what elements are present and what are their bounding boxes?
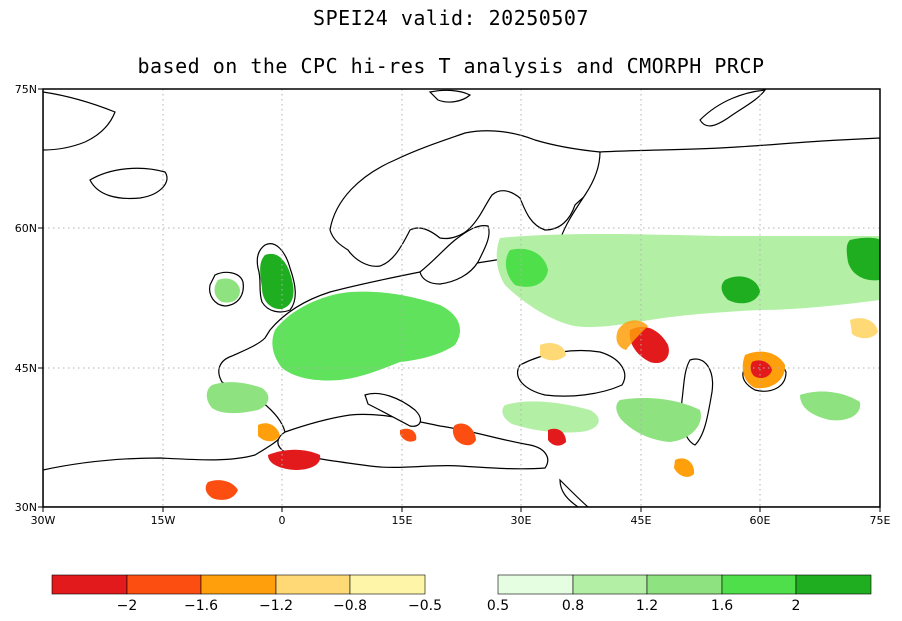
dry-north-africa <box>268 449 321 470</box>
lon-label-15w: 15W <box>151 514 176 527</box>
colorbar-label: 0.8 <box>561 598 585 614</box>
wet-britain <box>260 253 294 310</box>
black-sea <box>517 349 626 397</box>
colorbar-swatch-wet-1 <box>497 574 574 595</box>
colorbar-label: −0.5 <box>408 598 442 614</box>
wet-caucasus <box>616 398 701 442</box>
wet-iberia-north <box>206 382 269 414</box>
dry-iran <box>674 458 695 477</box>
colorbar <box>51 574 872 595</box>
wet-urals <box>721 276 760 304</box>
colorbar-label: 0.5 <box>486 598 510 614</box>
wet-central-asia <box>800 391 861 421</box>
dry-sicily <box>400 428 417 442</box>
dry-turkey-east <box>548 428 566 446</box>
lon-label-15e: 15E <box>392 514 413 527</box>
lat-label-60n: 60N <box>15 222 37 235</box>
lon-label-75e: 75E <box>870 514 891 527</box>
tick-marks <box>38 88 881 512</box>
colorbar-label: −1.6 <box>184 598 218 614</box>
colorbar-swatch-dry-5 <box>349 574 426 595</box>
dry-ukraine <box>540 343 566 361</box>
lat-label-75n: 75N <box>15 83 37 96</box>
colorbar-label: 1.2 <box>635 598 659 614</box>
dry-spain-south <box>258 423 280 442</box>
greenland-edge <box>43 91 116 151</box>
map-frame <box>42 88 881 508</box>
dry-volga-halo <box>616 320 648 350</box>
colorbar-label: −0.8 <box>333 598 367 614</box>
dry-anomalies <box>205 318 878 500</box>
colorbar-swatch-dry-4 <box>275 574 351 595</box>
baltic-sea <box>419 225 490 285</box>
dry-kazakhstan-core <box>750 360 772 378</box>
wet-turkey <box>502 401 599 433</box>
dry-russia-east <box>850 318 878 339</box>
colorbar-swatch-wet-3 <box>646 574 723 595</box>
svalbard <box>428 89 472 103</box>
colorbar-label: 1.6 <box>710 598 734 614</box>
lon-label-30e: 30E <box>511 514 532 527</box>
dry-volga <box>629 326 669 364</box>
adriatic-sea <box>364 392 422 427</box>
novaya-zemlya <box>699 89 767 127</box>
chart-subtitle: based on the CPC hi-res T analysis and C… <box>137 54 765 78</box>
map-body <box>43 89 880 507</box>
lon-label-45e: 45E <box>631 514 652 527</box>
wet-anomalies <box>206 234 880 442</box>
colorbar-swatch-wet-2 <box>572 574 648 595</box>
lon-label-30w: 30W <box>31 514 56 527</box>
wet-siberia-east <box>846 237 880 281</box>
wet-western-europe <box>272 291 460 381</box>
chart-title: SPEI24 valid: 20250507 <box>313 6 589 30</box>
colorbar-label: −1.2 <box>259 598 293 614</box>
colorbar-swatch-wet-5 <box>795 574 872 595</box>
wet-ireland <box>214 278 240 303</box>
russia-north-land <box>559 137 880 241</box>
colorbar-label: 2 <box>791 598 801 614</box>
colorbar-label: −2 <box>116 598 138 614</box>
wet-russia <box>496 234 880 328</box>
lon-label-60e: 60E <box>750 514 771 527</box>
iceland <box>89 167 168 200</box>
colorbar-swatch-wet-4 <box>721 574 797 595</box>
dry-morocco <box>205 480 238 500</box>
lon-label-0: 0 <box>279 514 286 527</box>
lat-label-30n: 30N <box>15 501 37 514</box>
dry-greece <box>452 423 476 446</box>
lat-label-45n: 45N <box>15 362 37 375</box>
scandinavia-land <box>329 130 611 267</box>
red-sea-tip <box>559 478 589 507</box>
wet-russia-core <box>505 248 548 287</box>
colorbar-swatch-dry-1 <box>51 574 128 595</box>
colorbar-swatch-dry-2 <box>126 574 202 595</box>
colorbar-swatch-dry-3 <box>200 574 277 595</box>
